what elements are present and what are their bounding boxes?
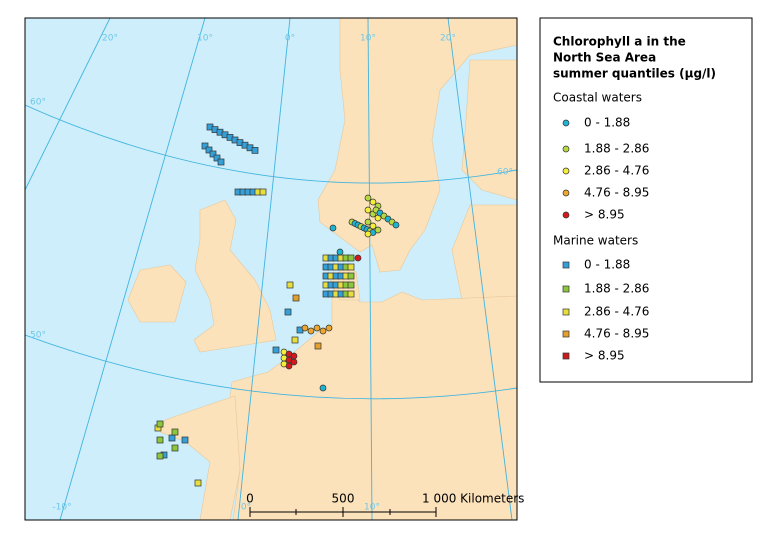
marker (347, 281, 355, 289)
legend: Chlorophyll a in the North Sea Area summ… (539, 17, 753, 383)
marker (307, 327, 315, 335)
marker (562, 330, 570, 338)
legend-item: > 8.95 (584, 349, 625, 363)
lat-label: 60° (497, 168, 513, 178)
map (25, 18, 517, 520)
lon-label: 10° (197, 34, 213, 44)
lon-label: 0° (241, 503, 251, 513)
marker (286, 281, 294, 289)
marker (301, 324, 309, 332)
legend-item: 2.86 - 4.76 (584, 305, 649, 319)
marker (562, 145, 570, 153)
marker (194, 479, 202, 487)
legend-title: North Sea Area (553, 51, 656, 65)
marker (325, 324, 333, 332)
marker (285, 362, 293, 370)
marker (364, 206, 372, 214)
marker (347, 263, 355, 271)
marker (284, 308, 292, 316)
marker (562, 211, 570, 219)
legend-item: 0 - 1.88 (584, 116, 630, 130)
legend-box (539, 17, 753, 383)
marker (562, 308, 570, 316)
marker (291, 336, 299, 344)
marker (562, 119, 570, 127)
marker (329, 224, 337, 232)
legend-item: 4.76 - 8.95 (584, 327, 649, 341)
graticule-labels: 20° 10° 0° 10° 20° 60° 50° 60° -10° 0° 1… (30, 34, 513, 513)
marker (217, 158, 225, 166)
legend-group-title: Coastal waters (553, 91, 642, 105)
scale-label: 0 (246, 492, 254, 506)
marker (562, 189, 570, 197)
lon-label: 10° (364, 503, 380, 513)
marker (347, 254, 355, 262)
marker (562, 352, 570, 360)
marker (213, 154, 221, 162)
marker (319, 327, 327, 335)
marker (374, 226, 382, 234)
scale-label: 1 000 Kilometers (422, 492, 524, 506)
marker (259, 188, 267, 196)
lat-label: 60° (30, 98, 46, 108)
marker (364, 218, 372, 226)
legend-item: 0 - 1.88 (584, 258, 630, 272)
marker (562, 167, 570, 175)
legend-title: summer quantiles (µg/l) (553, 67, 716, 81)
marker (272, 346, 280, 354)
graticule (25, 18, 517, 520)
marker (156, 452, 164, 460)
marker (319, 384, 327, 392)
marker (181, 436, 189, 444)
lon-label: 20° (102, 34, 118, 44)
legend-item: > 8.95 (584, 208, 625, 222)
marker (251, 147, 259, 154)
marker (354, 254, 362, 262)
scale-label: 500 (332, 492, 355, 506)
lon-label: 20° (440, 34, 456, 44)
marker (562, 261, 570, 269)
marker (292, 294, 300, 302)
marker (201, 142, 209, 150)
marker (392, 221, 400, 229)
marker (290, 352, 298, 360)
lon-label: -10° (52, 503, 71, 513)
marker (156, 420, 164, 428)
marker (347, 290, 355, 298)
marker (347, 272, 355, 280)
marker (364, 230, 372, 238)
lon-label: 0° (285, 34, 295, 44)
sample-markers (154, 123, 400, 487)
map-frame (24, 17, 518, 521)
lon-label: 10° (360, 34, 376, 44)
legend-item: 1.88 - 2.86 (584, 142, 649, 156)
marker (313, 324, 321, 332)
marker (364, 194, 372, 202)
marker (290, 358, 298, 366)
marker (171, 428, 179, 436)
marker (205, 146, 213, 154)
marker (562, 285, 570, 293)
scale-bar (249, 507, 437, 517)
marker (314, 342, 322, 350)
lat-label: 50° (30, 331, 46, 341)
marker (336, 248, 344, 256)
marker (209, 150, 217, 158)
marker (168, 434, 176, 442)
marker (156, 436, 164, 444)
marker (171, 444, 179, 452)
legend-item: 4.76 - 8.95 (584, 186, 649, 200)
legend-title: Chlorophyll a in the (553, 35, 686, 49)
legend-item: 2.86 - 4.76 (584, 164, 649, 178)
legend-item: 1.88 - 2.86 (584, 282, 649, 296)
marker (369, 222, 377, 230)
legend-group-title: Marine waters (553, 234, 638, 248)
marker (369, 198, 377, 206)
